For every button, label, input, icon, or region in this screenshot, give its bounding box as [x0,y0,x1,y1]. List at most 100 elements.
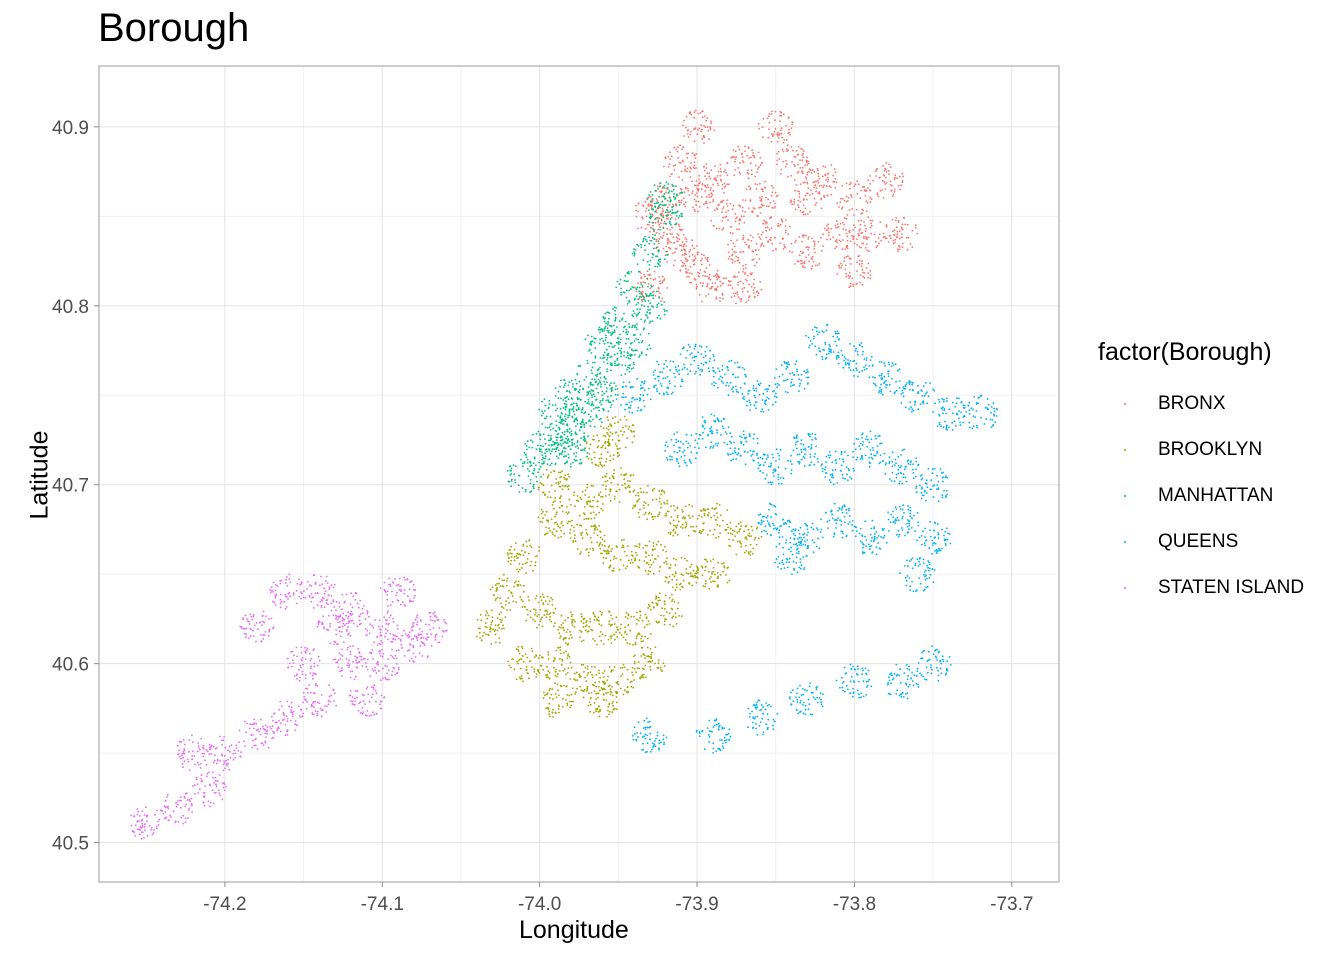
data-point-queens [854,519,888,556]
data-point-queens [695,413,732,449]
data-point-queens [664,431,700,468]
data-point-queens [615,377,652,414]
data-point-bronx [727,234,762,270]
data-point-queens [900,380,936,413]
data-point-manhattan [570,359,606,395]
x-tick-label: -73.7 [990,894,1033,915]
data-point-brooklyn [553,611,590,646]
data-point-manhattan [568,396,605,428]
data-point-manhattan [631,234,669,271]
data-point-staten-island [271,700,305,736]
data-point-queens [932,397,966,431]
data-point-staten-island [379,576,417,607]
data-point-staten-island [332,645,368,681]
data-point-staten-island [176,734,209,772]
data-point-brooklyn [631,485,669,521]
data-point-staten-island [269,573,303,610]
data-point-staten-island [348,684,386,717]
data-point-staten-island [191,771,227,808]
data-point-bronx [663,144,698,182]
data-point-bronx [681,109,716,145]
data-point-brooklyn [631,646,666,680]
data-point-brooklyn [521,593,557,629]
data-point-staten-island [364,610,399,646]
data-point-manhattan [554,413,589,448]
data-point-queens [757,502,792,539]
data-point-brooklyn [601,467,636,503]
x-axis-ticks: -74.2 -74.1 -74.0 -73.9 -73.8 -73.7 [203,882,1033,915]
data-point-queens [773,360,810,394]
data-point-bronx [679,251,712,288]
data-point-manhattan [523,430,558,468]
data-point-staten-island [302,574,336,609]
legend-item-bronx: BRONX [1110,389,1226,419]
data-point-queens [711,359,747,397]
data-point-bronx [788,234,824,270]
data-point-brooklyn [538,646,573,680]
y-tick-label: 40.8 [52,297,89,318]
data-point-queens [852,430,886,468]
data-point-staten-island [286,646,321,682]
data-point-staten-island [316,609,353,646]
data-point-bronx [804,164,838,197]
data-point-queens [747,699,779,736]
chart-title: Borough [98,6,250,50]
data-point-brooklyn [600,663,635,698]
y-tick-label: 40.9 [52,118,89,139]
x-tick-label: -73.8 [833,894,876,915]
data-point-brooklyn [664,503,697,537]
data-point-bronx [710,199,746,235]
data-point-staten-island [302,683,337,718]
data-point-bronx [836,180,873,216]
data-point-queens [805,323,841,361]
data-point-brooklyn [506,539,541,574]
legend-key-bronx [1110,389,1140,419]
data-point-bronx [634,270,668,303]
data-point-brooklyn [694,558,731,590]
data-point-brooklyn [664,556,699,592]
data-point-staten-island [365,648,400,682]
data-point-queens [835,663,873,699]
data-point-queens [789,522,824,555]
data-point-manhattan [615,270,653,306]
data-point-bronx [836,254,872,289]
data-point-bronx [635,198,669,234]
data-point-bronx [884,216,919,253]
x-axis-title: Longitude [519,916,629,944]
data-point-brooklyn [476,609,507,645]
data-point-staten-island [159,792,194,825]
data-point-bronx [696,163,730,196]
legend-key-staten-island [1110,573,1140,603]
legend-label-queens: QUEENS [1158,531,1239,552]
data-point-manhattan [599,346,636,377]
legend-label-brooklyn: BROOKLYN [1158,439,1263,460]
data-point-queens [695,718,732,754]
data-point-brooklyn [569,663,605,700]
panel-border [98,65,1060,883]
data-point-queens [887,504,920,538]
data-point-brooklyn [507,645,542,683]
data-point-brooklyn [537,504,573,539]
data-point-manhattan [554,378,590,414]
y-tick-label: 40.5 [52,834,89,855]
legend-item-manhattan: MANHATTAN [1110,481,1273,511]
data-point-staten-island [410,611,448,644]
data-points [130,109,999,840]
data-point-manhattan [539,431,571,467]
data-point-bronx [726,145,764,180]
legend-item-brooklyn: BROOKLYN [1110,435,1262,465]
data-point-queens [886,663,920,700]
data-point-queens [868,361,901,396]
data-point-queens [884,448,920,485]
legend-item-queens: QUEENS [1110,527,1238,557]
data-point-queens [962,394,999,430]
data-point-staten-island [333,592,369,628]
data-point-manhattan [632,290,668,324]
data-point-bronx [867,161,904,199]
legend-key-manhattan [1110,481,1140,511]
data-point-staten-island [239,610,275,643]
data-point-bronx [695,269,730,303]
data-point-brooklyn [569,523,606,557]
data-point-queens [726,430,760,466]
data-point-bronx [757,110,794,144]
